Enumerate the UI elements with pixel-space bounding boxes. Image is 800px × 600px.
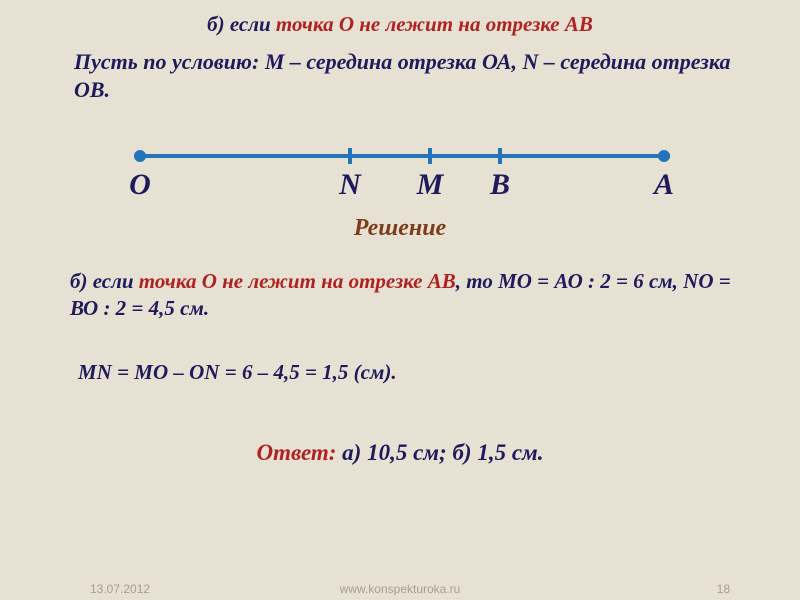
given-text: Пусть по условию: М – середина отрезка О… <box>74 48 760 103</box>
step1-condition: точка О не лежит на отрезке АВ <box>139 269 456 293</box>
answer-label: Ответ: <box>256 440 336 465</box>
point-label-m: M <box>417 168 444 202</box>
point-tick-n <box>348 148 352 164</box>
footer-page-number: 18 <box>717 582 730 596</box>
segment-line <box>140 154 670 158</box>
footer-url: www.konspekturoka.ru <box>0 582 800 596</box>
answer-value: а) 10,5 см; б) 1,5 см. <box>336 440 543 465</box>
solution-heading: Решение <box>0 215 800 242</box>
title-line: б) если точка О не лежит на отрезке АВ <box>0 12 800 37</box>
point-label-o: O <box>129 168 151 202</box>
solution-step-2: MN = МО – ОN = 6 – 4,5 = 1,5 (см). <box>78 360 740 385</box>
point-label-b: B <box>490 168 510 202</box>
point-tick-a <box>658 150 670 162</box>
point-tick-o <box>134 150 146 162</box>
segment-diagram: ONMBA <box>140 130 670 210</box>
title-condition: точка О не лежит на отрезке АВ <box>276 12 593 36</box>
point-tick-m <box>428 148 432 164</box>
step1-prefix: б) если <box>70 269 139 293</box>
point-tick-b <box>498 148 502 164</box>
solution-step-1: б) если точка О не лежит на отрезке АВ, … <box>70 268 740 323</box>
answer-line: Ответ: а) 10,5 см; б) 1,5 см. <box>0 440 800 466</box>
title-prefix: б) если <box>207 12 276 36</box>
point-label-n: N <box>339 168 361 202</box>
point-label-a: A <box>654 168 674 202</box>
